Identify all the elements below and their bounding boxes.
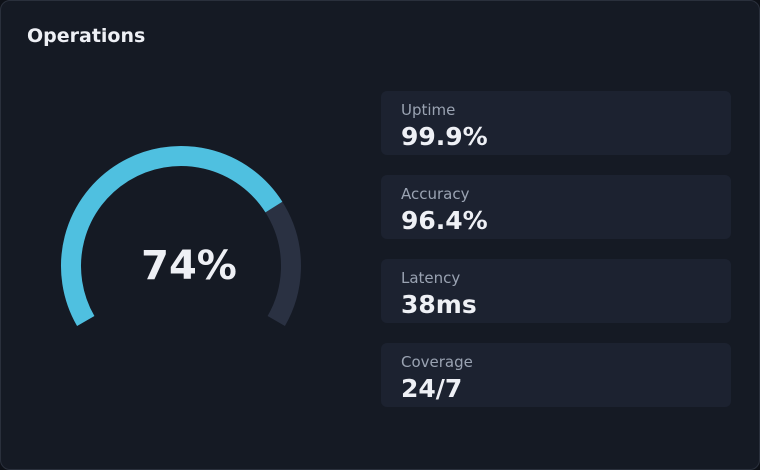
kpi-label: Accuracy	[401, 185, 470, 203]
kpi-card: Coverage 24/7	[381, 343, 731, 407]
kpi-value: 99.9%	[401, 122, 488, 151]
kpi-label: Uptime	[401, 101, 456, 119]
kpi-label: Latency	[401, 269, 461, 287]
panel-title: Operations	[27, 25, 146, 47]
kpi-card: Uptime 99.9%	[381, 91, 731, 155]
kpi-label: Coverage	[401, 353, 473, 371]
kpi-card: Accuracy 96.4%	[381, 175, 731, 239]
gauge-label: 74%	[141, 243, 237, 289]
kpi-value: 96.4%	[401, 206, 488, 235]
gauge: 74%	[61, 146, 301, 326]
kpi-card: Latency 38ms	[381, 259, 731, 323]
kpi-value: 38ms	[401, 290, 477, 319]
gauge-value	[61, 146, 283, 326]
kpi-value: 24/7	[401, 374, 463, 403]
